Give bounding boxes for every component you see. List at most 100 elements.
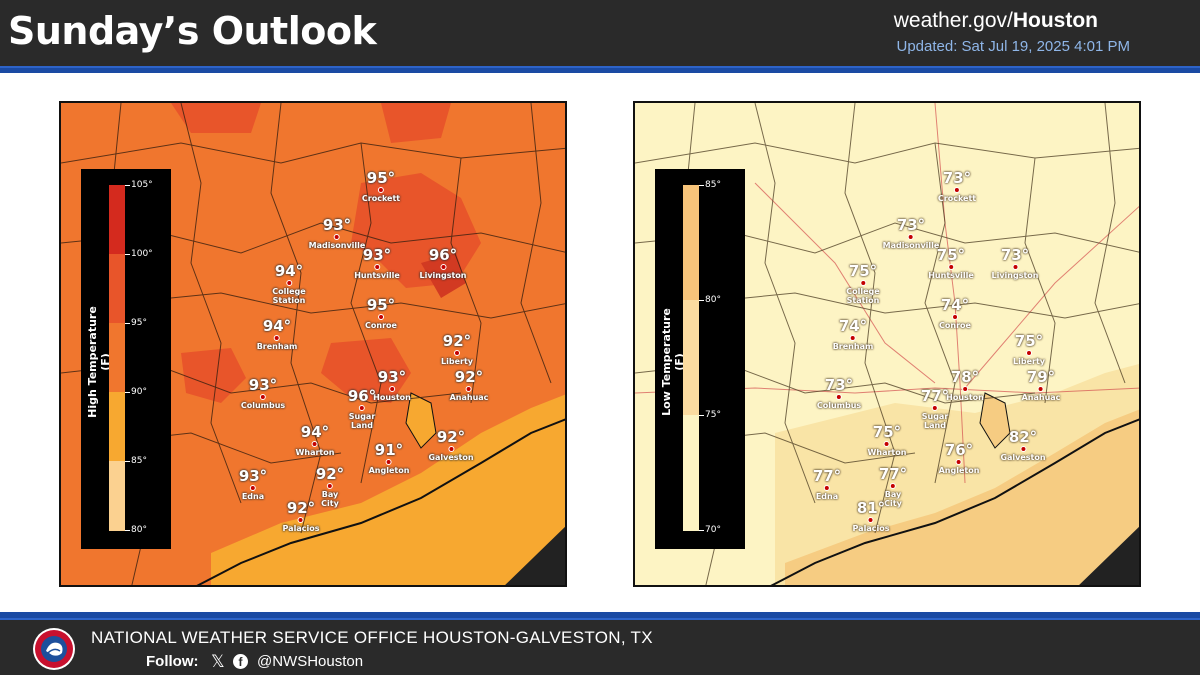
city-marker bbox=[835, 394, 842, 400]
city-temp: 78° bbox=[950, 368, 980, 386]
city-huntsville: 75° Huntsville bbox=[928, 247, 974, 280]
city-galveston: 82° Galveston bbox=[1000, 429, 1045, 462]
city-name: Palacios bbox=[282, 524, 320, 533]
city-marker bbox=[448, 446, 454, 452]
city-temp: 75° bbox=[872, 423, 902, 441]
city-angleton: 91° Angleton bbox=[369, 442, 410, 475]
city-temp: 74° bbox=[838, 317, 868, 335]
city-name: Conroe bbox=[939, 321, 971, 330]
high-temperature-legend: High Temperature (F) 105° 100° 95° 90° 8… bbox=[81, 169, 171, 549]
city-edna: 77° Edna bbox=[813, 468, 841, 501]
legend-color-ramp bbox=[109, 185, 125, 531]
city-temp: 75° bbox=[1014, 332, 1044, 350]
city-name: Galveston bbox=[1000, 453, 1046, 462]
low-temperature-legend: Low Temperature (F) 85° 80° 75° 70° bbox=[655, 169, 745, 549]
city-marker bbox=[1037, 386, 1044, 392]
city-marker bbox=[860, 280, 866, 286]
city-name: Palacios bbox=[852, 524, 890, 533]
city-marker bbox=[385, 459, 392, 465]
city-temp: 73° bbox=[824, 376, 854, 394]
city-livingston: 73° Livingston bbox=[992, 247, 1039, 280]
city-marker bbox=[824, 485, 830, 491]
city-name: Angleton bbox=[938, 466, 980, 475]
city-marker bbox=[250, 485, 256, 491]
city-name: Anahuac bbox=[1021, 393, 1061, 402]
legend-tick: 95° bbox=[125, 318, 147, 328]
follow-label: Follow: bbox=[146, 653, 199, 670]
city-huntsville: 93° Huntsville bbox=[354, 247, 400, 280]
city-name: Sugar Land bbox=[348, 412, 376, 430]
city-marker bbox=[850, 335, 856, 341]
updated-timestamp: Updated: Sat Jul 19, 2025 4:01 PM bbox=[896, 38, 1131, 55]
city-anahuac: 92° Anahuac bbox=[450, 369, 489, 402]
city-marker bbox=[378, 314, 384, 320]
city-marker bbox=[286, 280, 292, 286]
city-marker bbox=[932, 405, 938, 411]
city-temp: 95° bbox=[366, 169, 396, 187]
city-marker bbox=[947, 264, 954, 270]
city-bay-city: 92° Bay City bbox=[316, 466, 344, 508]
city-livingston: 96° Livingston bbox=[420, 247, 467, 280]
city-name: Edna bbox=[241, 492, 265, 501]
city-marker bbox=[311, 441, 318, 447]
city-name: Wharton bbox=[867, 448, 907, 457]
city-temp: 92° bbox=[442, 332, 472, 350]
city-temp: 75° bbox=[848, 262, 878, 280]
city-name: Madisonville bbox=[882, 241, 940, 250]
city-temp: 94° bbox=[262, 317, 292, 335]
city-marker bbox=[955, 459, 962, 465]
city-name: Livingston bbox=[991, 271, 1039, 280]
city-temp: 74° bbox=[940, 296, 970, 314]
city-temp: 94° bbox=[300, 423, 330, 441]
city-name: Livingston bbox=[419, 271, 467, 280]
city-temp: 92° bbox=[454, 368, 484, 386]
site-link[interactable]: weather.gov/Houston bbox=[894, 9, 1098, 33]
social-handle[interactable]: @NWSHouston bbox=[257, 653, 364, 670]
city-marker bbox=[259, 394, 266, 400]
city-temp: 79° bbox=[1026, 368, 1056, 386]
header-accent-bar bbox=[0, 66, 1200, 73]
office-name: NATIONAL WEATHER SERVICE OFFICE HOUSTON-… bbox=[91, 628, 653, 647]
legend-tick: 90° bbox=[125, 387, 147, 397]
city-houston: 93° Houston bbox=[373, 369, 411, 402]
city-name: College Station bbox=[272, 287, 306, 305]
city-college-station: 94° College Station bbox=[272, 263, 305, 305]
city-temp: 81° bbox=[856, 499, 886, 517]
city-columbus: 93° Columbus bbox=[241, 377, 285, 410]
city-name: Madisonville bbox=[308, 241, 366, 250]
legend-tick: 70° bbox=[699, 525, 721, 535]
city-temp: 96° bbox=[347, 387, 377, 405]
header-bar: Sunday’s Outlook weather.gov/Houston Upd… bbox=[0, 0, 1200, 66]
city-name: Brenham bbox=[832, 342, 874, 351]
city-marker bbox=[952, 314, 958, 320]
city-temp: 77° bbox=[878, 465, 908, 483]
city-marker bbox=[388, 386, 395, 392]
city-temp: 77° bbox=[920, 387, 950, 405]
city-brenham: 74° Brenham bbox=[833, 318, 874, 351]
city-temp: 91° bbox=[374, 441, 404, 459]
x-icon[interactable]: 𝕏 bbox=[211, 652, 225, 672]
city-name: Bay City bbox=[884, 490, 902, 508]
city-temp: 96° bbox=[428, 246, 458, 264]
city-temp: 76° bbox=[944, 441, 974, 459]
city-temp: 92° bbox=[436, 428, 466, 446]
legend-tick: 100° bbox=[125, 249, 153, 259]
site-office: Houston bbox=[1012, 9, 1098, 32]
city-marker bbox=[440, 264, 446, 270]
city-name: Angleton bbox=[368, 466, 410, 475]
city-madisonville: 93° Madisonville bbox=[309, 217, 366, 250]
city-name: Bay City bbox=[321, 490, 339, 508]
city-marker bbox=[377, 187, 384, 193]
legend-tick: 85° bbox=[125, 456, 147, 466]
city-marker bbox=[359, 405, 365, 411]
city-wharton: 94° Wharton bbox=[296, 424, 335, 457]
city-name: Huntsville bbox=[928, 271, 974, 280]
city-name: College Station bbox=[846, 287, 880, 305]
city-wharton: 75° Wharton bbox=[868, 424, 907, 457]
city-temp: 93° bbox=[322, 216, 352, 234]
city-conroe: 95° Conroe bbox=[365, 297, 397, 330]
city-sugar-land: 96° Sugar Land bbox=[348, 388, 376, 430]
facebook-icon[interactable]: f bbox=[233, 654, 248, 669]
city-galveston: 92° Galveston bbox=[428, 429, 473, 462]
city-marker bbox=[953, 187, 960, 193]
